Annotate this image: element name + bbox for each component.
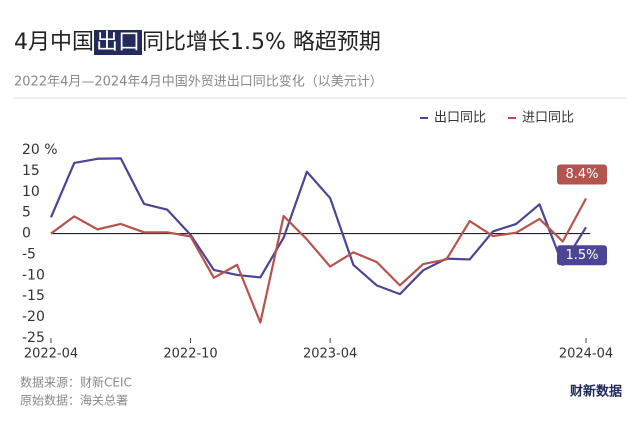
legend-label: 出口同比	[434, 111, 486, 126]
y-tick-label: 10	[22, 184, 40, 200]
y-tick-label: 20 %	[22, 142, 58, 158]
annotation-box	[557, 164, 607, 185]
chart-title: 4月中国出口同比增长1.5% 略超预期	[14, 24, 381, 56]
note: 数据来源：财新CEIC	[20, 375, 132, 390]
y-tick-label: 15	[22, 163, 40, 179]
annotation-label: 8.4%	[565, 167, 598, 182]
x-tick-label: 2022-10	[163, 347, 217, 362]
x-tick-label: 2023-04	[303, 347, 357, 362]
annotation-box	[557, 245, 607, 266]
logo: 财新数据	[570, 384, 622, 400]
title-part: 同比增长1.5% 略超预期	[142, 30, 381, 55]
legend-label: 进口同比	[522, 111, 574, 126]
title-part: 4月中国	[14, 30, 94, 55]
subtitle: 2022年4月—2024年4月中国外贸进出口同比变化（以美元计）	[14, 74, 383, 90]
title-highlight: 出口	[94, 30, 143, 55]
series-line	[49, 157, 587, 296]
y-tick-label: 0	[22, 226, 31, 242]
note: 原始数据：海关总署	[20, 393, 128, 408]
x-tick-label: 2022-04	[24, 347, 78, 362]
series-line	[50, 197, 587, 324]
x-tick-label: 2024-04	[559, 347, 613, 362]
y-tick-label: -15	[22, 288, 45, 304]
y-tick-label: -25	[22, 330, 45, 346]
y-tick-label: -5	[22, 246, 36, 262]
annotation-label: 1.5%	[565, 248, 598, 263]
y-tick-label: 5	[22, 205, 31, 221]
y-tick-label: -10	[22, 267, 45, 283]
y-tick-label: -20	[22, 309, 45, 325]
